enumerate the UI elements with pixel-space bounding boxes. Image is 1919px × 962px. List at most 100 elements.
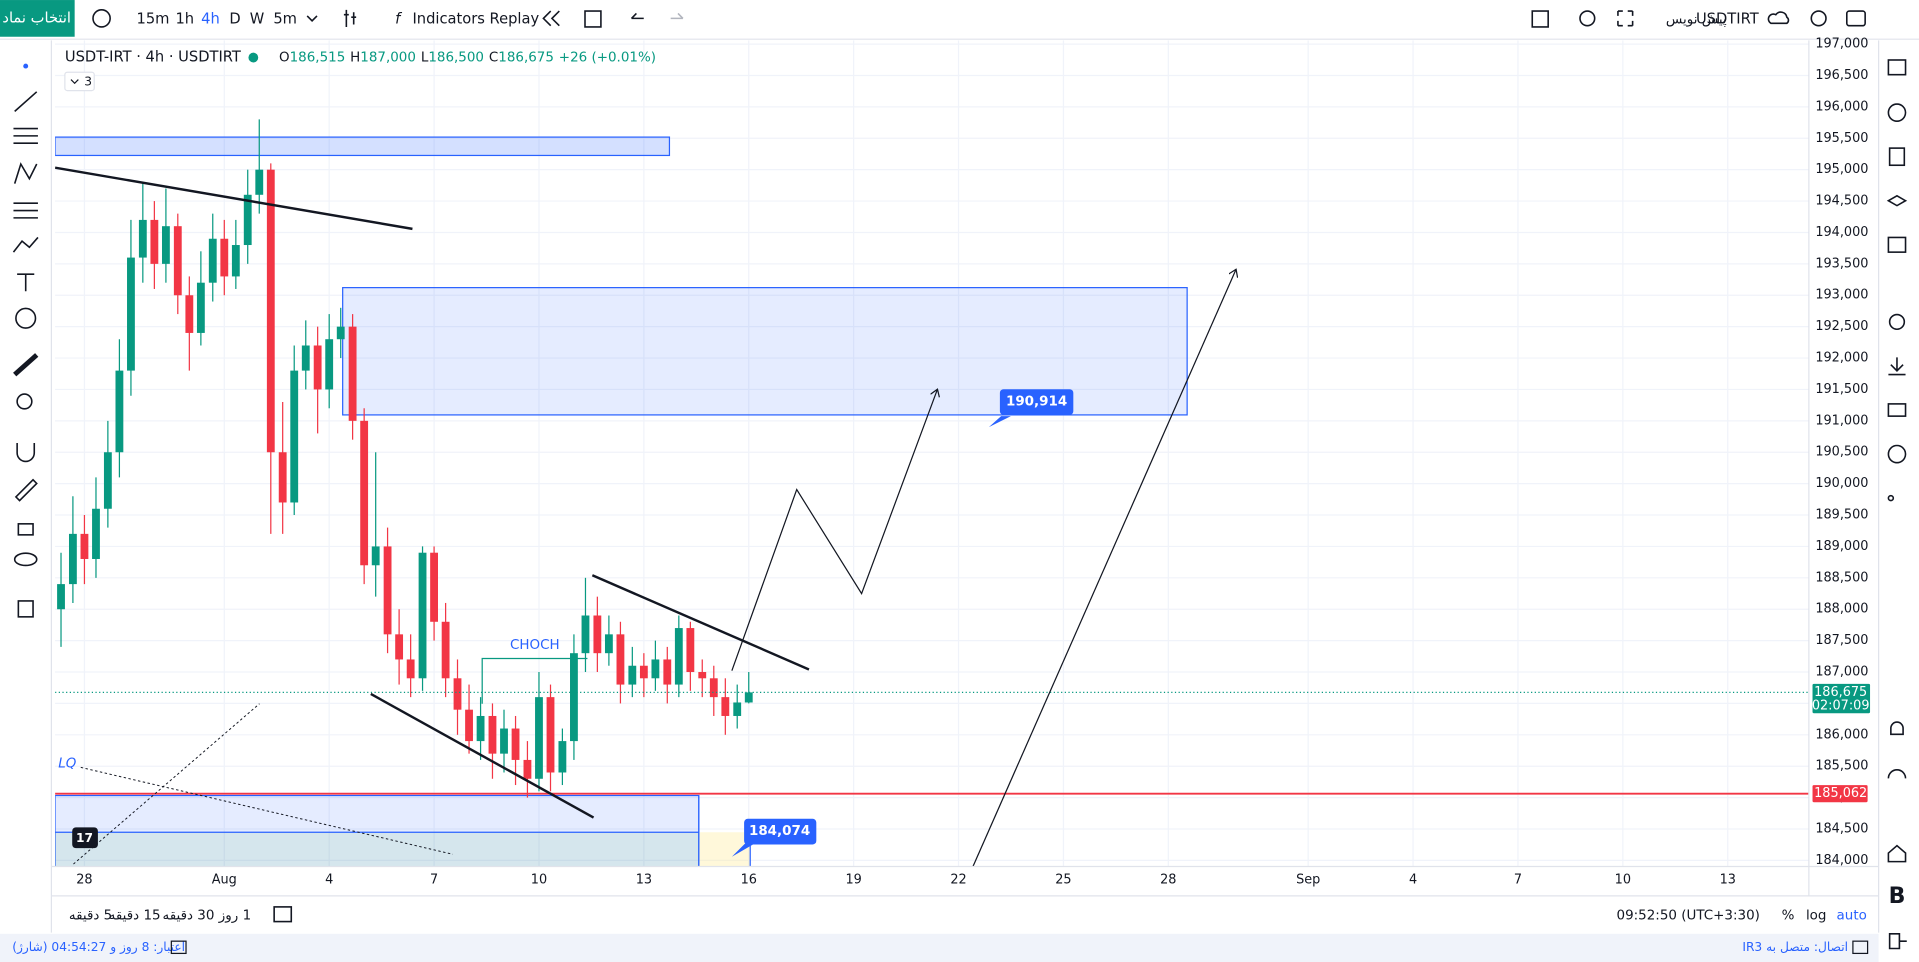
range-button[interactable]: 15 دقیقه <box>109 908 161 923</box>
candle-body <box>581 615 590 654</box>
indicators[interactable]: Indicators <box>412 11 484 28</box>
replay-icon[interactable] <box>542 10 560 27</box>
candle-body <box>220 238 229 277</box>
y-tick-label: 197,000 <box>1815 37 1868 52</box>
candle-body <box>558 741 567 773</box>
go-to-date[interactable] <box>273 906 293 923</box>
candle-body <box>68 533 77 585</box>
legend-title: USDT-IRT · 4h · USDTIRT <box>65 49 241 66</box>
percent-toggle[interactable]: % <box>1782 908 1795 923</box>
candle-body <box>616 634 625 685</box>
text-tool[interactable] <box>17 273 35 292</box>
interval[interactable]: 5m <box>273 11 297 28</box>
measure-tool[interactable] <box>13 353 39 377</box>
candle-body <box>208 238 217 283</box>
range-button[interactable]: 5 دقیقه <box>69 908 112 923</box>
wallet[interactable] <box>1887 403 1907 417</box>
visibility-tool[interactable] <box>13 552 38 567</box>
candle-body <box>173 226 182 296</box>
trend-line-tool[interactable] <box>14 91 38 112</box>
legend-key: O <box>279 51 290 66</box>
credit-icon <box>170 940 187 955</box>
chart-type[interactable] <box>343 9 357 27</box>
magnet-tool[interactable] <box>16 443 36 463</box>
candle-body <box>721 697 730 716</box>
candle-body <box>709 678 718 698</box>
watchlist[interactable] <box>1887 59 1907 76</box>
home[interactable] <box>1887 844 1907 863</box>
settings[interactable] <box>1810 10 1827 27</box>
layouts[interactable] <box>584 10 602 28</box>
download[interactable] <box>1888 357 1906 376</box>
candle-body <box>255 169 264 195</box>
interval[interactable]: 15m <box>136 11 169 28</box>
notes[interactable] <box>1888 147 1906 167</box>
interval[interactable]: W <box>250 11 265 28</box>
profile[interactable] <box>1887 444 1907 464</box>
prediction-tool[interactable] <box>13 202 38 219</box>
y-tick-label: 187,500 <box>1815 633 1868 648</box>
draft[interactable]: پیش نویس <box>1666 13 1727 28</box>
brush-tool[interactable] <box>12 236 39 253</box>
share[interactable] <box>1887 494 1895 502</box>
zoom-tool[interactable] <box>16 393 33 410</box>
lock-tool[interactable] <box>17 523 34 536</box>
legend-key: C <box>489 51 498 66</box>
auto-toggle[interactable]: auto <box>1837 908 1867 923</box>
x-tick-label: Aug <box>212 872 237 887</box>
interval[interactable]: 1h <box>175 11 194 28</box>
y-tick-label: 184,500 <box>1815 821 1868 836</box>
redo[interactable] <box>670 12 684 20</box>
symbol-button[interactable] <box>0 0 75 37</box>
support[interactable] <box>1887 769 1907 779</box>
fullscreen-box[interactable] <box>1531 10 1549 28</box>
add-symbol[interactable] <box>92 9 111 28</box>
draw-mode[interactable] <box>14 478 38 502</box>
x-tick-label: 22 <box>950 872 966 887</box>
fib-tool[interactable] <box>13 127 38 145</box>
fullscreen[interactable] <box>1617 10 1634 27</box>
alerts[interactable] <box>1887 103 1907 122</box>
indicator-toggle[interactable] <box>64 71 95 92</box>
hotlists[interactable] <box>1887 236 1907 253</box>
candle-body <box>266 169 275 453</box>
x-tick-label: 13 <box>636 872 652 887</box>
interval[interactable]: D <box>229 11 240 28</box>
candle-body <box>639 665 648 679</box>
candle-body <box>243 194 252 246</box>
notifications[interactable] <box>1890 721 1904 736</box>
remove-tool[interactable] <box>17 600 34 618</box>
right-sidebar <box>1886 59 1908 950</box>
range-button[interactable]: 30 دقیقه <box>163 908 215 923</box>
icon-tool[interactable] <box>15 307 37 329</box>
candle-body <box>80 533 89 559</box>
interval-dropdown[interactable] <box>306 15 318 22</box>
layers[interactable] <box>1886 194 1908 207</box>
cursor-tool[interactable] <box>23 63 29 69</box>
candle-body <box>278 452 287 503</box>
snapshot[interactable] <box>1845 10 1866 27</box>
exit[interactable] <box>1888 933 1907 950</box>
position-zone <box>55 832 699 867</box>
symbol-button-label[interactable]: انتخاب نماد <box>2 9 71 26</box>
candle-body <box>325 339 334 390</box>
legend-value: 187,000 <box>360 51 416 66</box>
projection-path <box>731 389 938 671</box>
alert-clock[interactable] <box>1579 10 1596 27</box>
candle-body <box>150 219 159 264</box>
candle-body <box>371 546 380 566</box>
replay[interactable]: Replay <box>490 11 540 28</box>
undo[interactable] <box>630 12 644 20</box>
cloud-save[interactable] <box>1767 11 1790 25</box>
settings[interactable] <box>1888 313 1906 331</box>
y-tick-label: 184,000 <box>1815 853 1868 868</box>
candle-body <box>593 615 602 654</box>
candle-body <box>570 653 578 742</box>
interval-active[interactable]: 4h <box>201 11 220 28</box>
range-button[interactable]: 1 روز <box>218 908 251 923</box>
candle-body <box>744 692 753 703</box>
pattern-tool[interactable] <box>13 162 38 184</box>
log-toggle[interactable]: log <box>1806 908 1827 923</box>
candle-body <box>103 452 112 509</box>
